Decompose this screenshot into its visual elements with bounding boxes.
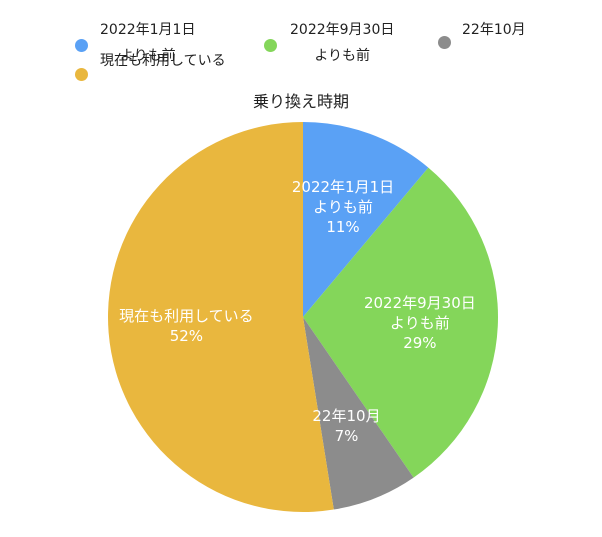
slice-category-label: 現在も利用している [119, 307, 254, 326]
legend-label: 2022年1月1日 よりも前 [100, 22, 196, 64]
pie-slice [108, 122, 334, 512]
legend-swatch [438, 36, 451, 49]
legend-swatch [264, 39, 277, 52]
slice-value-label: 52% [169, 327, 204, 346]
legend-swatch [75, 68, 88, 81]
slice-value-label: 11% [326, 218, 360, 237]
slice-category-label: 22年10月 [312, 406, 381, 425]
legend-label: 22年10月 [462, 22, 526, 38]
pie-slice [303, 167, 498, 478]
legend-swatch [75, 39, 88, 52]
slice-category-label: 2022年1月1日 よりも前 [291, 178, 395, 217]
chart-title: 乗り換え時期 [252, 92, 349, 111]
pie-slice [303, 122, 429, 317]
slice-value-label: 7% [334, 426, 359, 445]
pie-slice [303, 317, 414, 510]
slice-value-label: 29% [403, 333, 437, 352]
slice-category-label: 2022年9月30日 よりも前 [363, 293, 476, 332]
legend-label: 2022年9月30日 よりも前 [290, 22, 395, 64]
legend-label: 現在も利用している [100, 53, 226, 69]
